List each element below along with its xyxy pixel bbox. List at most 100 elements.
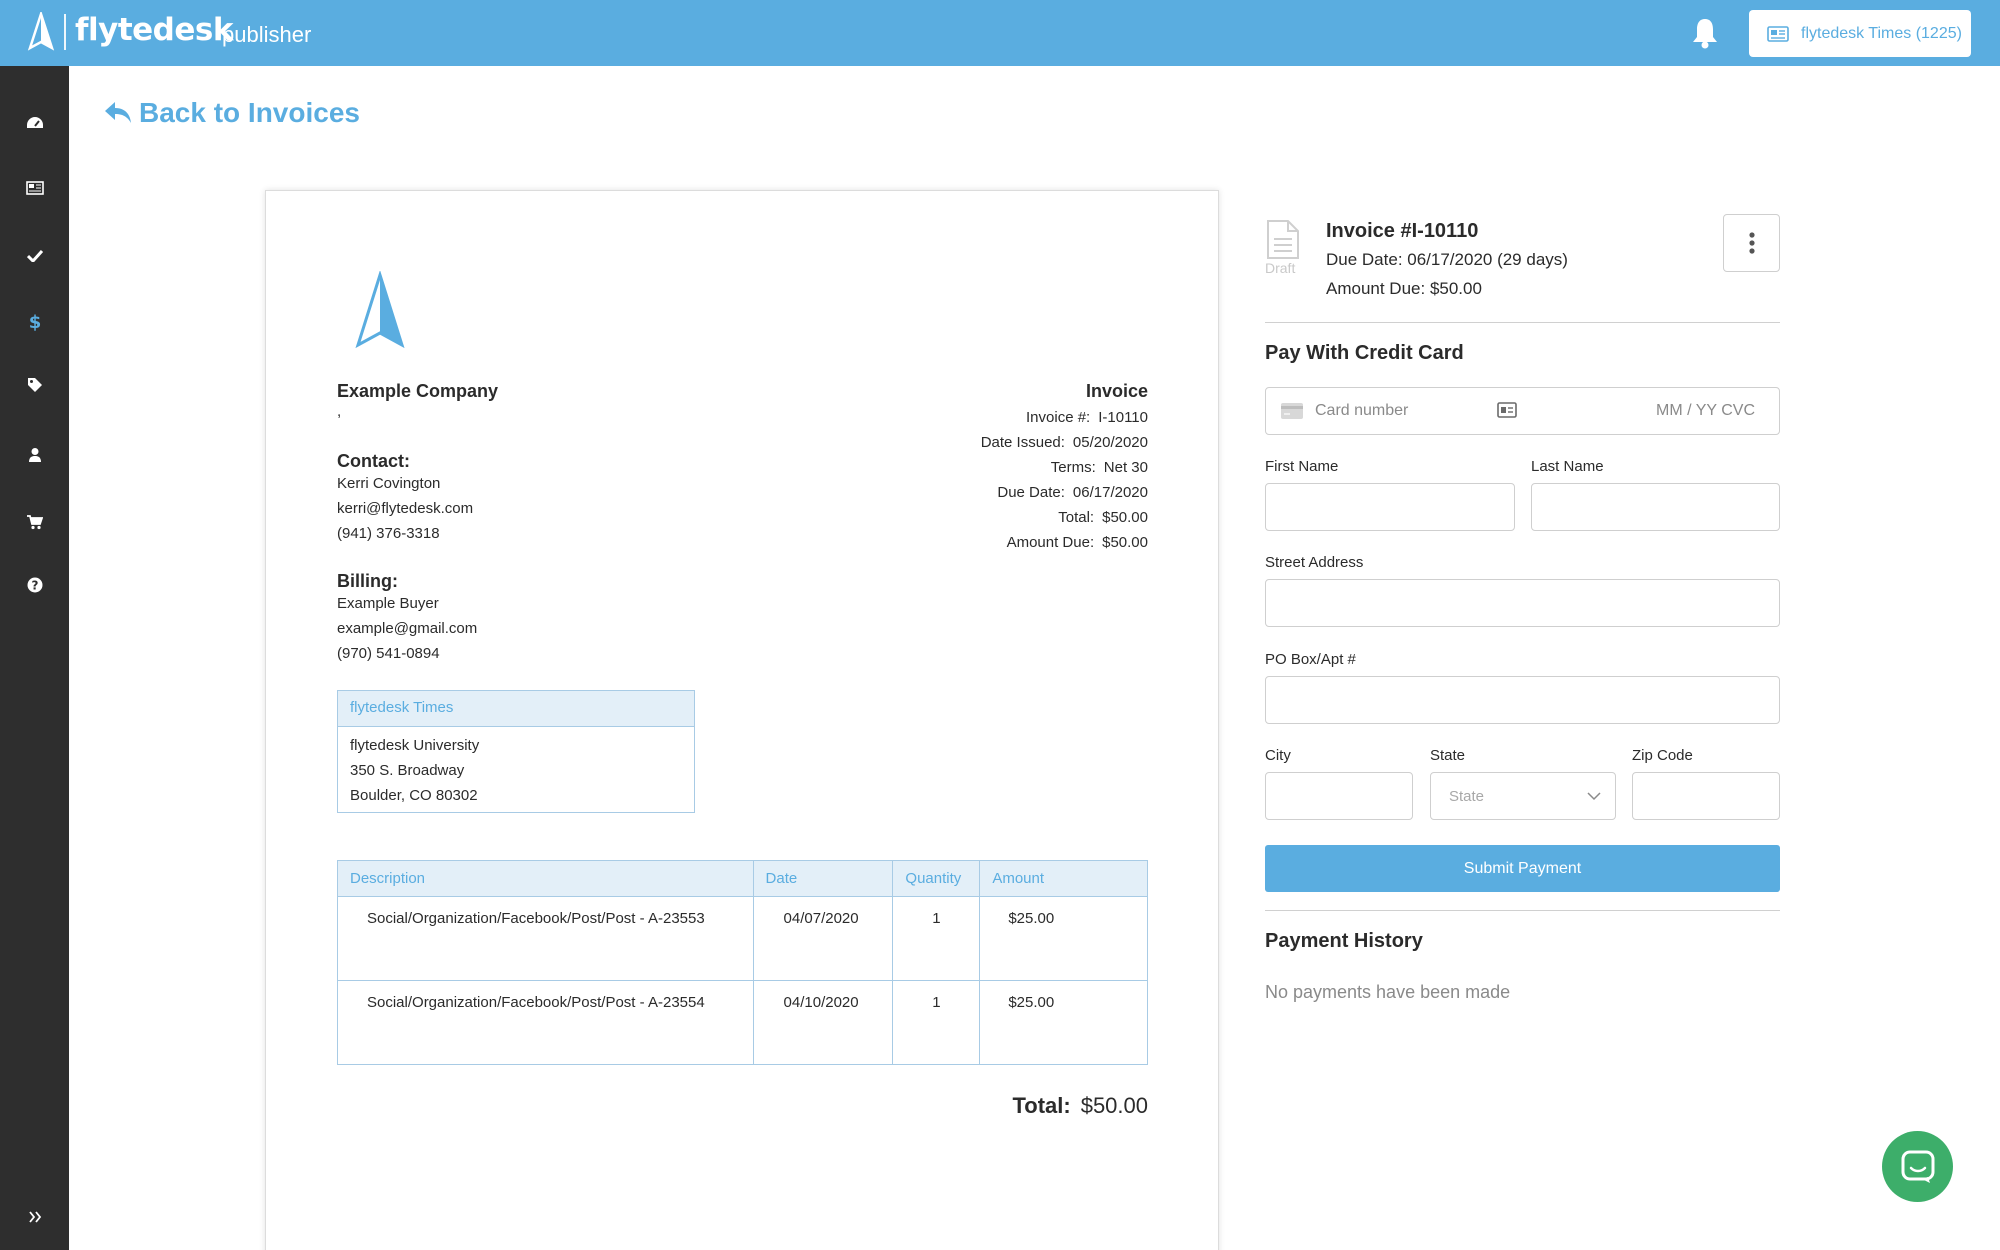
sidebar-item-invoices[interactable]: $ — [0, 302, 69, 342]
publisher-address-line: flytedesk University — [350, 737, 480, 754]
cell-amount: $25.00 — [979, 896, 1148, 981]
publisher-address-box: flytedesk Times flytedesk University 350… — [337, 690, 695, 813]
card-number-input[interactable]: Card number MM / YY CVC — [1265, 387, 1780, 435]
divider — [1265, 322, 1780, 323]
line-items-table: Description Date Quantity Amount Social/… — [337, 860, 1148, 1065]
cell-description: Social/Organization/Facebook/Post/Post -… — [337, 896, 754, 981]
document-icon — [1267, 220, 1299, 259]
first-name-input[interactable] — [1265, 483, 1515, 531]
company-name: Example Company — [337, 381, 499, 401]
zip-code-input[interactable] — [1632, 772, 1780, 820]
meta-value: I-10110 — [1098, 409, 1148, 426]
invoice-status: Draft — [1265, 260, 1296, 276]
dashboard-icon — [26, 117, 43, 128]
divider — [1265, 910, 1780, 911]
flytedesk-logo-icon[interactable] — [26, 12, 56, 52]
reply-arrow-icon — [105, 102, 131, 123]
company-address: , — [337, 403, 342, 420]
sidebar-item-orders[interactable] — [0, 502, 69, 542]
invoice-total: Total: $50.00 — [1012, 1093, 1148, 1119]
terms-row: Terms: Net 30 — [748, 455, 1148, 480]
expiry-cvc-placeholder: MM / YY CVC — [1656, 402, 1755, 419]
user-icon — [28, 448, 41, 462]
last-name-input[interactable] — [1531, 483, 1780, 531]
sidebar-item-rates[interactable] — [0, 365, 69, 405]
sidebar-item-customers[interactable] — [0, 435, 69, 475]
brand-subtitle: publisher — [222, 22, 312, 47]
chevron-down-icon — [1587, 792, 1601, 801]
sidebar-item-approvals[interactable] — [0, 235, 69, 275]
column-header-description: Description — [337, 860, 754, 897]
chat-support-button[interactable] — [1882, 1131, 1953, 1202]
chat-icon — [1901, 1150, 1934, 1183]
street-address-label: Street Address — [1265, 554, 1364, 571]
total-label: Total: — [1012, 1093, 1071, 1118]
back-to-invoices-link[interactable]: Back to Invoices — [103, 97, 360, 129]
cell-description: Social/Organization/Facebook/Post/Post -… — [337, 980, 754, 1065]
publisher-selector-label: flytedesk Times (1225) — [1801, 24, 1962, 42]
due-date-row: Due Date: 06/17/2020 — [748, 480, 1148, 505]
cart-icon — [27, 514, 43, 529]
sidebar-expand-toggle[interactable] — [0, 1197, 69, 1237]
meta-key: Terms: — [1050, 459, 1096, 476]
po-box-input[interactable] — [1265, 676, 1780, 724]
amount-due-row: Amount Due: $50.00 — [748, 530, 1148, 555]
publisher-name: flytedesk Times — [338, 691, 694, 727]
table-row: Social/Organization/Facebook/Post/Post -… — [337, 896, 1148, 981]
table-row: Social/Organization/Facebook/Post/Post -… — [337, 980, 1148, 1065]
date-issued-row: Date Issued: 05/20/2020 — [748, 430, 1148, 455]
dollar-icon: $ — [29, 312, 41, 332]
invoice-meta: Invoice #: I-10110 Date Issued: 05/20/2020… — [748, 405, 1148, 555]
logo-divider — [64, 14, 66, 50]
street-address-input[interactable] — [1265, 579, 1780, 627]
payment-history-empty: No payments have been made — [1265, 982, 1511, 1002]
newspaper-icon — [25, 181, 44, 195]
city-label: City — [1265, 747, 1291, 764]
publisher-selector-button[interactable]: flytedesk Times (1225) — [1749, 10, 1971, 57]
check-icon — [26, 249, 43, 262]
card-number-placeholder: Card number — [1315, 402, 1409, 419]
meta-value: Net 30 — [1103, 459, 1148, 476]
cell-amount: $25.00 — [979, 980, 1148, 1065]
pay-with-card-heading: Pay With Credit Card — [1265, 342, 1464, 364]
meta-key: Amount Due: — [1006, 534, 1095, 551]
company-logo-icon — [355, 271, 405, 349]
invoice-due-date: Due Date: 06/17/2020 (29 days) — [1326, 250, 1568, 269]
invoice-amount-due: Amount Due: $50.00 — [1326, 279, 1482, 298]
back-to-invoices-label: Back to Invoices — [139, 97, 360, 128]
card-id-icon — [1497, 402, 1517, 418]
contact-label: Contact: — [337, 451, 410, 471]
meta-key: Date Issued: — [980, 434, 1065, 451]
sidebar-item-help[interactable]: ? — [0, 565, 69, 605]
kebab-menu-icon — [1748, 232, 1755, 254]
more-options-button[interactable] — [1723, 214, 1780, 272]
column-header-quantity: Quantity — [892, 860, 981, 897]
cell-date: 04/10/2020 — [752, 980, 894, 1065]
state-select[interactable]: State — [1430, 772, 1616, 820]
cell-quantity: 1 — [892, 980, 981, 1065]
billing-label: Billing: — [337, 571, 398, 591]
total-value: $50.00 — [1080, 1093, 1148, 1118]
submit-payment-button[interactable]: Submit Payment — [1265, 845, 1780, 892]
sidebar: $ ? — [0, 66, 69, 1250]
meta-key: Invoice #: — [1026, 409, 1091, 426]
billing-email: example@gmail.com — [337, 620, 478, 637]
sidebar-item-campaigns[interactable] — [0, 168, 69, 208]
billing-phone: (970) 541-0894 — [337, 645, 440, 662]
credit-card-icon — [1281, 403, 1303, 419]
column-header-date: Date — [752, 860, 894, 897]
city-input[interactable] — [1265, 772, 1413, 820]
svg-text:?: ? — [31, 579, 38, 593]
meta-value: 06/17/2020 — [1072, 484, 1148, 501]
meta-value: $50.00 — [1102, 509, 1148, 526]
state-label: State — [1430, 747, 1466, 764]
sidebar-item-dashboard[interactable] — [0, 103, 69, 143]
brand-name[interactable]: flytedesk — [75, 12, 233, 48]
top-bar: flytedesk publisher flytedesk Times (122… — [0, 0, 2000, 66]
invoice-heading: Invoice — [1085, 381, 1148, 401]
notifications-bell-icon[interactable] — [1690, 16, 1720, 50]
column-header-amount: Amount — [979, 860, 1148, 897]
invoice-title: Invoice #I-10110 — [1326, 220, 1479, 242]
invoice-document: Example Company , Contact: Kerri Covingt… — [265, 190, 1219, 1250]
contact-name: Kerri Covington — [337, 475, 441, 492]
